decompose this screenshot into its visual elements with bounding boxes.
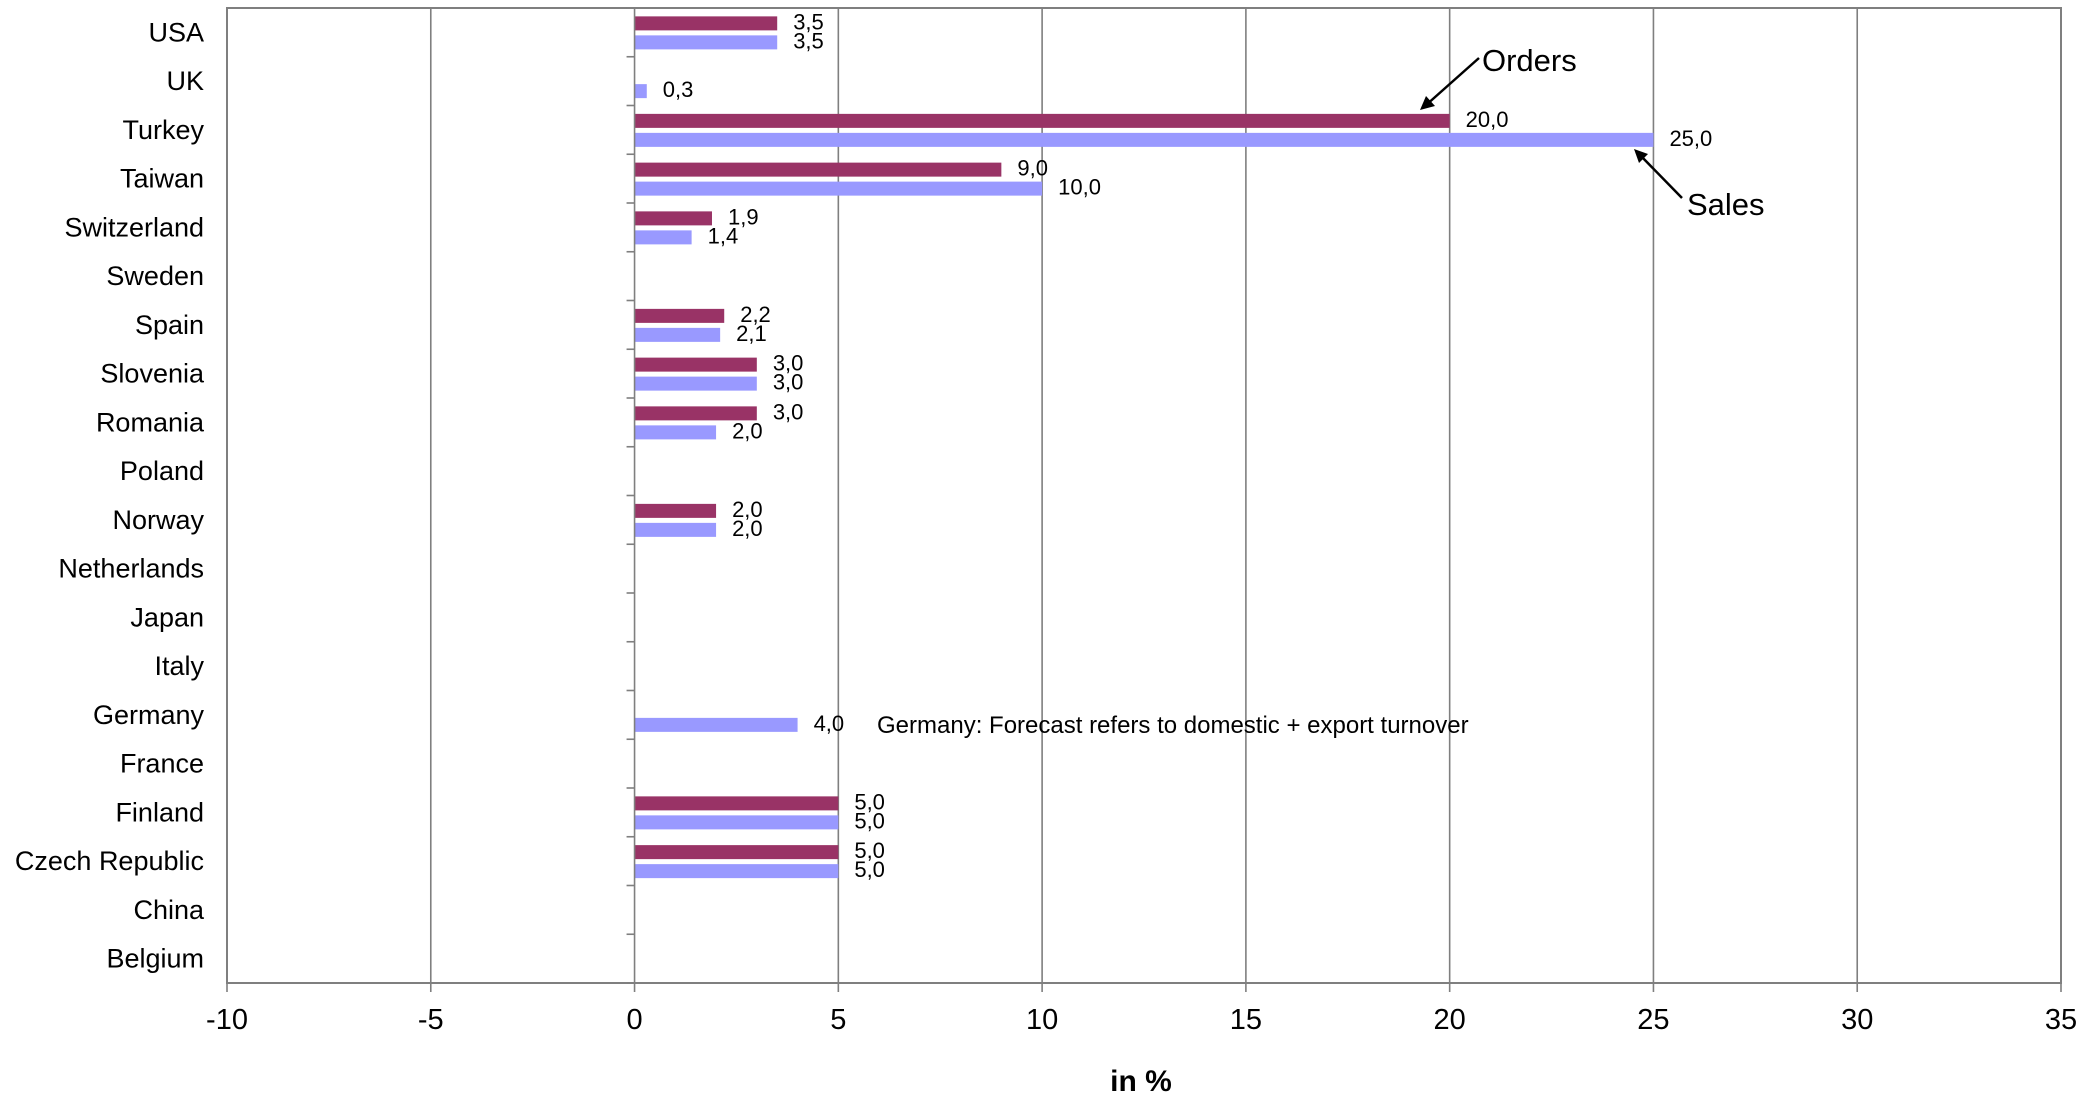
data-label-sales: 2,0 [732, 418, 763, 443]
germany-note: Germany: Forecast refers to domestic + e… [877, 712, 1469, 739]
data-label-sales: 3,0 [773, 370, 804, 395]
data-label-sales: 0,3 [663, 77, 694, 102]
category-label: Romania [96, 407, 205, 437]
bar-orders [634, 845, 839, 860]
x-tick-label: 5 [830, 1004, 846, 1036]
orders-callout-arrowhead [1420, 96, 1435, 110]
data-label-orders: 3,0 [773, 351, 804, 376]
labels-layer: USA 3,53,5 UK 0,3 Turkey 20,0 25,0 Taiwan 9,0 10,… [15, 9, 1712, 973]
data-label-orders: 20,0 [1466, 107, 1509, 132]
bar-orders [634, 16, 778, 31]
category-label: Czech Republic [15, 846, 204, 876]
data-label-sales: 10,0 [1058, 175, 1101, 200]
data-label-sales: 2,0 [732, 516, 763, 541]
data-label-orders: 3,0 [773, 399, 804, 424]
sales-callout-arrow [1639, 154, 1683, 199]
data-label-orders: 2,0 [732, 497, 763, 522]
category-label: USA [148, 17, 204, 47]
bar-orders [634, 162, 1002, 177]
bar-sales [634, 717, 798, 732]
axis-layer: -10 -5 0 5 10 15 20 25 30 35 [206, 7, 2077, 1036]
category-label: Italy [154, 651, 204, 681]
x-tick-label: 30 [1841, 1004, 1873, 1036]
bar-orders [634, 211, 712, 226]
data-label-orders: 5,0 [854, 789, 885, 814]
x-axis-title: in % [1110, 1065, 1172, 1092]
x-tick-label: 35 [2045, 1004, 2077, 1036]
category-label: UK [166, 66, 204, 96]
bar-sales [634, 864, 839, 879]
bar-sales [634, 425, 717, 440]
sales-callout-label: Sales [1687, 187, 1765, 222]
category-label: Netherlands [58, 554, 204, 584]
bar-sales [634, 327, 721, 342]
data-label-sales: 5,0 [854, 808, 885, 833]
data-label-orders: 2,2 [740, 302, 771, 327]
category-label: Finland [115, 797, 204, 827]
orders-callout-arrow [1424, 57, 1480, 107]
bars-layer [634, 16, 1654, 879]
data-label-orders: 5,0 [854, 838, 885, 863]
x-tick-label: 10 [1026, 1004, 1058, 1036]
data-label-sales: 5,0 [854, 857, 885, 882]
x-tick-label: 25 [1637, 1004, 1669, 1036]
bar-sales [634, 84, 647, 99]
category-label: Sweden [106, 261, 204, 291]
bar-orders [634, 406, 757, 421]
category-label: Switzerland [64, 212, 204, 242]
category-label: Germany [93, 700, 205, 730]
bar-sales [634, 522, 717, 537]
bar-sales [634, 815, 839, 830]
x-tick-label: 15 [1230, 1004, 1262, 1036]
bar-sales [634, 132, 1654, 147]
category-label: Turkey [122, 115, 204, 145]
bar-orders [634, 357, 757, 372]
category-label: France [120, 749, 204, 779]
data-label-sales: 4,0 [814, 711, 845, 736]
bar-sales [634, 376, 757, 391]
sales-callout-arrowhead [1634, 149, 1648, 163]
orders-callout: Orders [1420, 43, 1577, 110]
bar-sales [634, 35, 778, 50]
x-tick-label: -5 [418, 1004, 444, 1036]
plot-frame [226, 7, 2062, 984]
category-label: Norway [112, 505, 204, 535]
bar-sales [634, 181, 1043, 196]
data-label-orders: 1,9 [728, 204, 759, 229]
category-label: Belgium [106, 944, 204, 974]
bar-orders [634, 308, 725, 323]
bar-sales [634, 230, 692, 245]
category-label: China [133, 895, 205, 925]
data-label-sales: 2,1 [736, 321, 767, 346]
x-tick-label: 20 [1434, 1004, 1466, 1036]
data-label-sales: 3,5 [793, 28, 824, 53]
category-label: Taiwan [120, 164, 204, 194]
data-label-orders: 3,5 [793, 9, 824, 34]
x-tick-label: 0 [626, 1004, 642, 1036]
bar-orders [634, 796, 839, 811]
orders-callout-label: Orders [1482, 43, 1577, 78]
category-label: Slovenia [100, 359, 205, 389]
category-label: Japan [130, 602, 204, 632]
bar-orders [634, 113, 1450, 128]
category-label: Spain [135, 310, 204, 340]
data-label-orders: 9,0 [1017, 156, 1048, 181]
x-tick-label: -10 [206, 1004, 248, 1036]
category-label: Poland [120, 456, 204, 486]
data-label-sales: 25,0 [1669, 126, 1712, 151]
data-label-sales: 1,4 [708, 223, 739, 248]
bar-orders [634, 503, 717, 518]
sales-callout: Sales [1634, 149, 1765, 222]
